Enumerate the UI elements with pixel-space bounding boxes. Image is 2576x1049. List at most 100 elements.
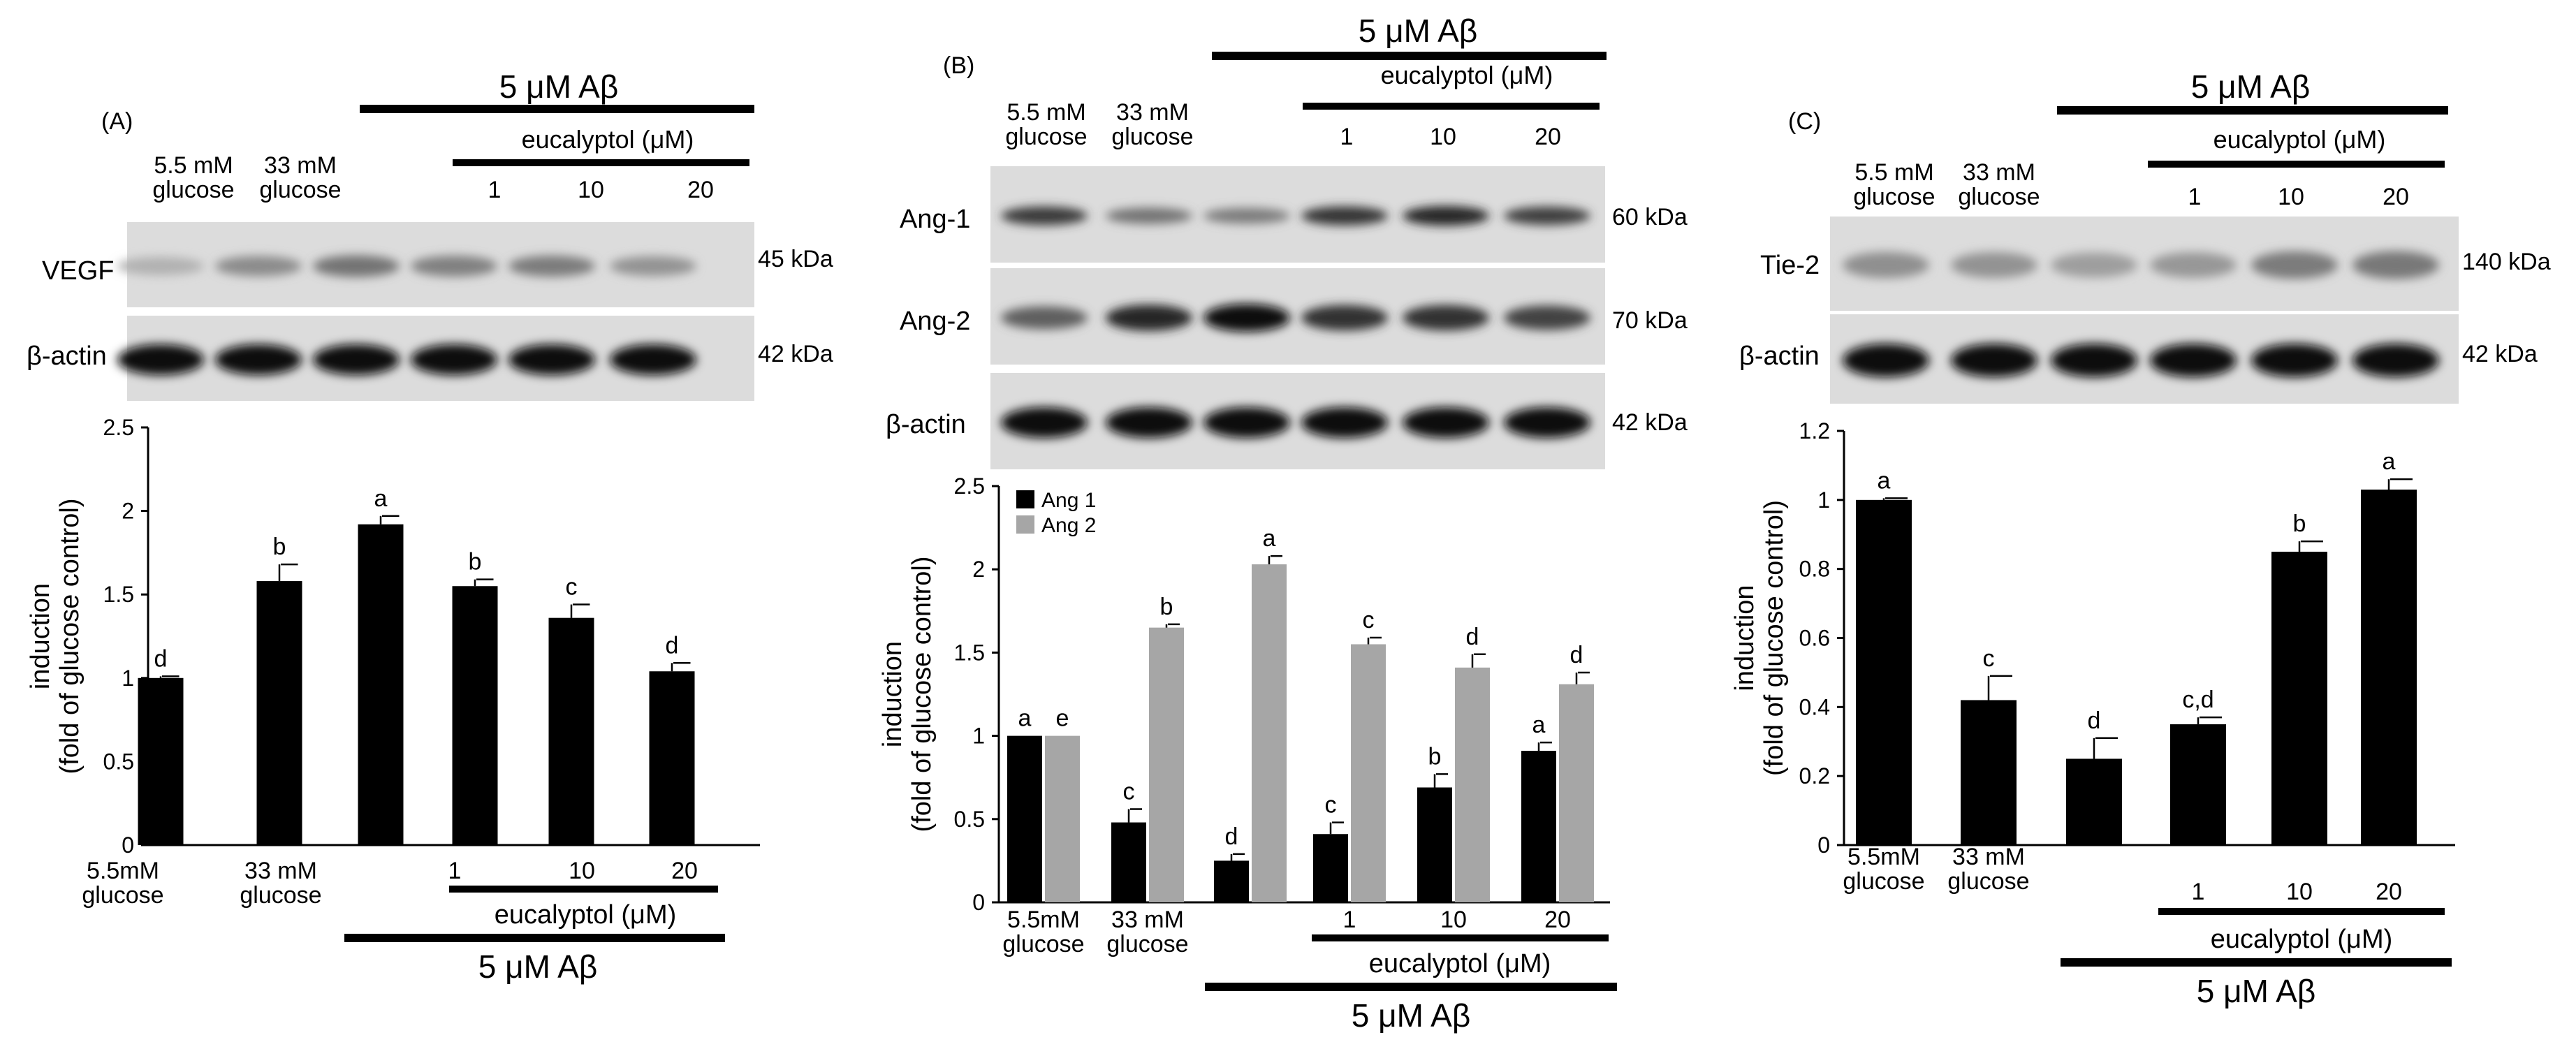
panel-b-bottom-label-5: 10 [1440,907,1467,933]
panel-a-bar-6 [649,671,695,845]
panel-a-significance-letter: c [566,574,578,601]
panel-a-bottom-label-2a: 33 mM [244,858,317,884]
panel-b-blot-strip-ang1 [990,166,1605,263]
panel-b-bar-chart: 0 0.5 1 1.5 2 2.5 induction (fold of glucose co… [878,474,1610,915]
panel-b-blot-size-ang1: 60 kDa [1612,204,1688,230]
panel-c-y-tick-label: 1.2 [1799,418,1830,443]
panel-c-significance-letter: a [2383,448,2396,475]
panel-c-blot-band-actin-1 [1843,344,1929,377]
panel-a-bottom-treatment-bar [344,934,725,942]
panel-b-legend-swatch [1016,490,1034,508]
panel-a-blot-size-vegf: 45 kDa [758,246,833,272]
panel-a-bottom-label-4: 1 [448,858,462,884]
panel-c-bottom-label-1b: glucose [1843,868,1924,895]
panel-a-blot-band-actin-2 [215,344,302,375]
panel-a-blot-band-actin-5 [508,344,595,375]
panel-a-lane-header-1b: glucose [152,177,234,203]
panel-b-bar-ang1-6 [1521,751,1556,902]
panel-b-blot-band-ang2-2 [1106,305,1192,331]
panel-b-y-tick-label: 1 [972,724,985,749]
panel-b-bottom-label-2b: glucose [1106,931,1188,958]
panel-b-significance-letter: a [1018,705,1032,732]
panel-b-bottom-label-1b: glucose [1002,931,1084,958]
panel-b-significance-letter: d [1225,823,1238,850]
panel-c-blot-label-tie2: Tie-2 [1760,251,1820,280]
panel-c-lane-header-6: 20 [2383,184,2409,210]
panel-c-blot-band-actin-4 [2150,344,2237,377]
panel-a-drug-header: eucalyptol (μM) [522,125,694,154]
panel-b-bar-ang2-3 [1252,564,1287,902]
panel-b: (B) 5 μM Aβ eucalyptol (μM) 5.5 mM gluco… [878,13,1688,1034]
panel-c-bottom-treatment-label: 5 μM Aβ [2197,973,2316,1009]
panel-c-lane-header-4: 1 [2188,184,2202,210]
panel-b-bar-ang2-6 [1559,684,1594,902]
panel-c-blot-band-actin-3 [2051,344,2137,377]
panel-b-y-tick-label: 0 [972,890,985,915]
panel-c-lane-header-2a: 33 mM [1963,159,2035,186]
panel-a-lane-header-1a: 5.5 mM [154,152,233,179]
panel-b-blot-band-actin-4 [1301,407,1388,438]
panel-c-significance-letter: c [1983,645,1995,672]
panel-b-label: (B) [943,52,974,79]
panel-c-bottom-drug-label: eucalyptol (μM) [2211,925,2393,954]
panel-b-blot-band-ang1-3 [1203,207,1290,224]
panel-c-blot-size-tie2: 140 kDa [2462,249,2551,275]
panel-a-treatment-bar [360,105,754,113]
panel-a-bar-5 [548,617,594,845]
panel-a-y-axis-title: (fold of glucose control) [55,499,85,775]
panel-b-lane-header-2b: glucose [1111,124,1193,150]
panel-b-lane-header-2a: 33 mM [1116,99,1189,126]
panel-a-drug-bar [453,159,749,166]
panel-a-significance-letter: b [273,534,286,560]
panel-c-bottom-drug-bar [2158,908,2445,915]
panel-a-blot-label-actin: β-actin [27,342,107,371]
panel-a: (A) 5 μM Aβ eucalyptol (μM) 5.5 mM gluco… [26,68,833,985]
panel-b-drug-bar [1303,103,1600,110]
panel-b-y-tick-label: 2 [972,557,985,582]
panel-a-y-tick-label: 0.5 [103,749,134,774]
panel-b-drug-header: eucalyptol (μM) [1381,61,1553,89]
panel-c-bottom-label-4: 1 [2192,879,2205,905]
panel-a-bottom-label-6: 20 [671,858,698,884]
panel-b-significance-letter: d [1570,642,1583,668]
panel-a-lane-header-2a: 33 mM [264,152,337,179]
panel-b-blots [990,166,1605,469]
panel-c-bottom-label-6: 20 [2376,879,2402,905]
panel-b-legend-swatch [1016,515,1034,534]
panel-b-lane-header-6: 20 [1535,124,1561,150]
panel-c-bar-2 [1961,700,2017,845]
panel-b-blot-band-actin-6 [1504,407,1590,438]
panel-b-blot-band-actin-1 [1001,407,1088,438]
panel-a-label: (A) [101,108,133,135]
panel-b-blot-band-ang2-3 [1203,304,1290,332]
panel-b-significance-letter: d [1466,624,1479,650]
panel-a-bar-4 [452,586,498,845]
panel-c-bottom-label-1a: 5.5mM [1847,844,1920,870]
panel-c-y-tick-label: 0.2 [1799,763,1830,788]
panel-c-y-tick-label: 0.6 [1799,626,1830,651]
panel-b-lane-header-1b: glucose [1005,124,1087,150]
panel-c-treatment-header: 5 μM Aβ [2191,68,2311,105]
panel-b-bar-ang1-5 [1417,787,1452,902]
panel-b-blot-band-ang2-6 [1504,305,1590,330]
panel-b-y-axis-title: induction [878,641,907,747]
panel-c-bar-4 [2170,724,2226,845]
panel-c-drug-header: eucalyptol (μM) [2213,125,2386,154]
panel-c-y-axis-title: (fold of glucose control) [1759,500,1789,776]
panel-c-bar-chart: 0 0.2 0.4 0.6 0.8 1 1.2 induction (fold of gluco… [1730,418,2455,858]
panel-c-significance-letter: d [2088,707,2101,734]
panel-c-y-tick-label: 1 [1817,487,1830,513]
panel-c-bar-3 [2066,758,2122,845]
panel-a-bottom-drug-bar [449,886,718,893]
panel-b-blot-band-ang2-5 [1403,305,1489,331]
panel-a-y-tick-label: 2 [122,499,134,524]
panel-b-significance-letter: c [1325,792,1337,819]
panel-b-blot-label-ang2: Ang-2 [900,307,970,336]
panel-b-bottom-treatment-label: 5 μM Aβ [1352,997,1471,1034]
panel-b-significance-letter: c [1363,607,1375,633]
panel-c-y-axis-title: induction [1730,585,1759,691]
panel-b-bottom-label-1a: 5.5mM [1007,907,1080,933]
panel-b-bar-ang1-3 [1214,860,1249,902]
panel-b-blot-label-ang1: Ang-1 [900,205,970,234]
